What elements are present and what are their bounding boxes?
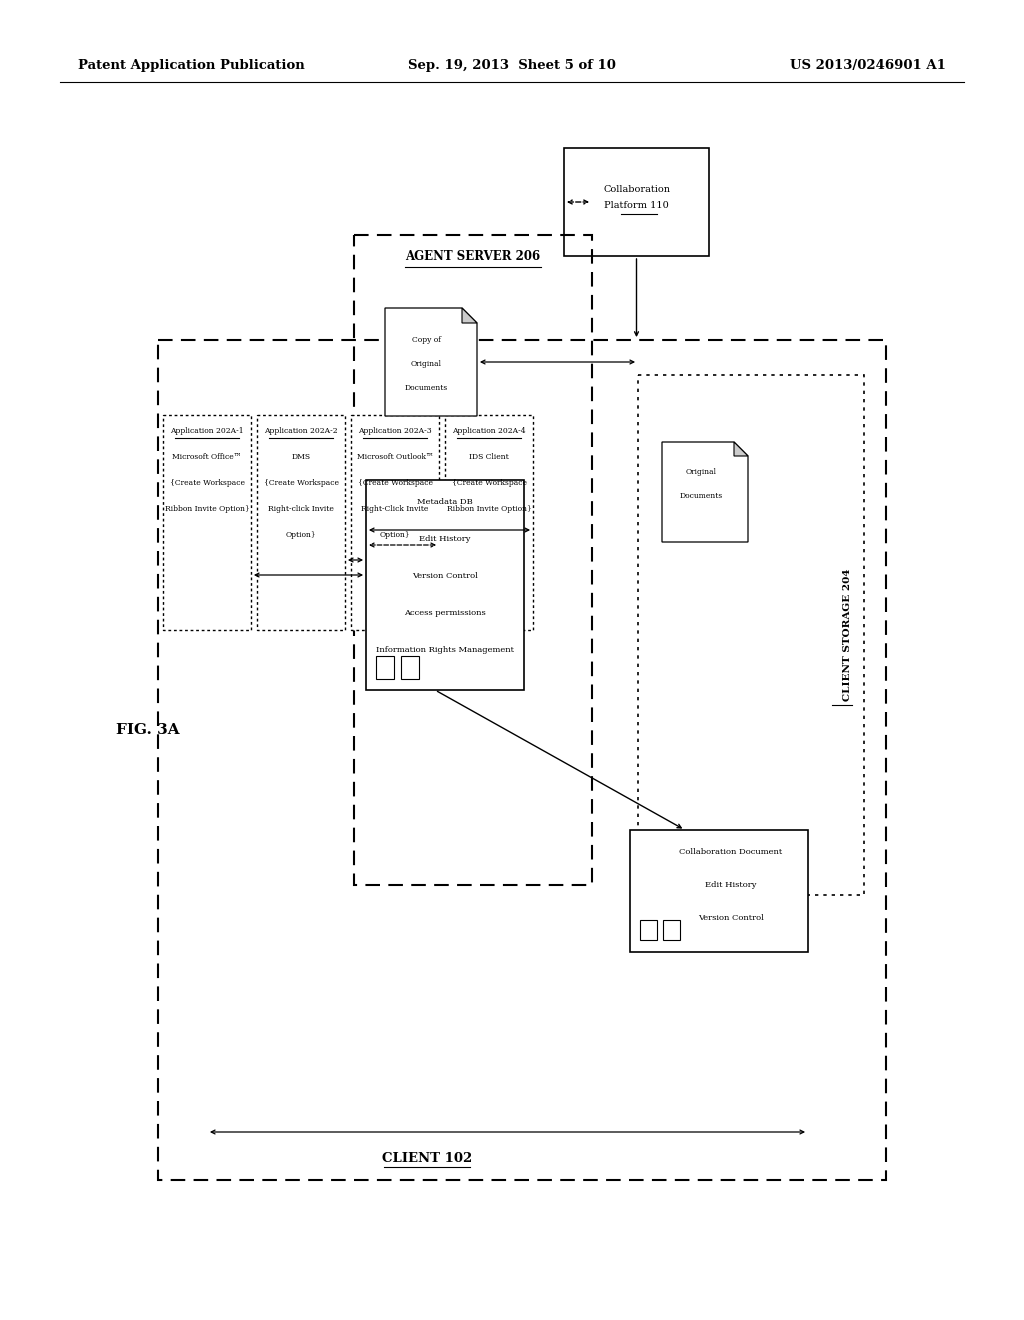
Text: {Create Workspace: {Create Workspace <box>170 479 245 487</box>
Text: AGENT SERVER 206: AGENT SERVER 206 <box>406 251 541 264</box>
Text: Access permissions: Access permissions <box>404 609 485 616</box>
Text: Application 202A-3: Application 202A-3 <box>358 426 432 436</box>
Text: Copy of: Copy of <box>412 337 440 345</box>
Polygon shape <box>462 308 477 323</box>
Text: Application 202A-1: Application 202A-1 <box>170 426 244 436</box>
Text: Edit History: Edit History <box>419 535 471 543</box>
Bar <box>158 341 886 1180</box>
Text: Original: Original <box>411 360 441 368</box>
Text: Patent Application Publication: Patent Application Publication <box>78 58 305 71</box>
Text: IDS Client: IDS Client <box>469 453 509 461</box>
Bar <box>366 480 524 690</box>
Bar <box>445 414 534 630</box>
Polygon shape <box>734 442 748 455</box>
Text: Right-Click Invite: Right-Click Invite <box>361 506 429 513</box>
Text: Ribbon Invite Option}: Ribbon Invite Option} <box>165 506 250 513</box>
Text: Collaboration: Collaboration <box>603 186 670 194</box>
Text: DMS: DMS <box>292 453 310 461</box>
Text: Documents: Documents <box>679 492 723 500</box>
Polygon shape <box>385 308 477 416</box>
Text: Information Rights Management: Information Rights Management <box>376 645 514 653</box>
Bar <box>640 920 657 940</box>
Polygon shape <box>662 442 748 543</box>
Bar <box>663 920 680 940</box>
Text: Metadata DB: Metadata DB <box>417 498 473 506</box>
Text: Option}: Option} <box>286 531 316 539</box>
Text: {Create Workspace: {Create Workspace <box>452 479 526 487</box>
Text: Application 202A-4: Application 202A-4 <box>453 426 525 436</box>
Bar <box>163 414 251 630</box>
Text: Microsoft Office™: Microsoft Office™ <box>172 453 242 461</box>
Text: Microsoft Outlook™: Microsoft Outlook™ <box>356 453 433 461</box>
Text: Sep. 19, 2013  Sheet 5 of 10: Sep. 19, 2013 Sheet 5 of 10 <box>408 58 616 71</box>
Text: Right-click Invite: Right-click Invite <box>268 506 334 513</box>
Bar <box>638 375 864 895</box>
Text: FIG. 3A: FIG. 3A <box>116 723 180 737</box>
Text: {Create Workspace: {Create Workspace <box>263 479 339 487</box>
Text: Option}: Option} <box>380 531 411 539</box>
Text: Documents: Documents <box>404 384 447 392</box>
Text: Version Control: Version Control <box>412 572 478 579</box>
Text: Application 202A-2: Application 202A-2 <box>264 426 338 436</box>
Text: Platform 110: Platform 110 <box>604 202 669 210</box>
Text: Edit History: Edit History <box>706 880 757 888</box>
Bar <box>257 414 345 630</box>
Bar <box>564 148 709 256</box>
Text: Ribbon Invite Option}: Ribbon Invite Option} <box>446 506 531 513</box>
Text: Original: Original <box>685 469 717 477</box>
Text: {Create Workspace: {Create Workspace <box>357 479 432 487</box>
Bar <box>401 656 419 678</box>
Text: Version Control: Version Control <box>698 913 764 921</box>
Text: CLIENT STORAGE 204: CLIENT STORAGE 204 <box>844 569 853 701</box>
Text: US 2013/0246901 A1: US 2013/0246901 A1 <box>791 58 946 71</box>
Bar <box>351 414 439 630</box>
Text: CLIENT 102: CLIENT 102 <box>382 1151 472 1164</box>
Bar <box>354 235 592 884</box>
Text: Collaboration Document: Collaboration Document <box>679 847 782 855</box>
Bar <box>376 656 394 678</box>
Bar <box>630 830 808 952</box>
